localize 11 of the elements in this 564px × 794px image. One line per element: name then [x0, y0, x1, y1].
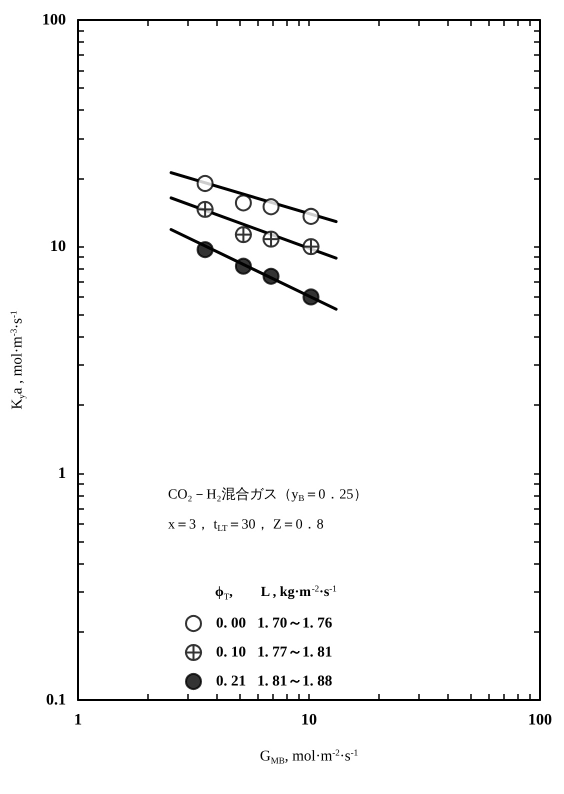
legend-label: 0. 00 1. 70～1. 76	[216, 616, 333, 632]
y-tick-label: 1	[58, 464, 66, 482]
x-tick-label: 100	[528, 712, 552, 728]
legend-label: 0. 10 1. 77～1. 81	[216, 644, 332, 660]
x-tick-label: 10	[301, 712, 317, 728]
y-tick-label: 10	[50, 238, 66, 256]
legend-label: 0. 21 1. 81～1. 88	[216, 674, 332, 690]
y-tick-label: 0.1	[46, 692, 66, 708]
x-tick-label: 1	[74, 712, 82, 728]
y-tick-label: 100	[42, 12, 66, 28]
y-axis-title: Kya , mol·m-3·s-1	[8, 310, 26, 410]
